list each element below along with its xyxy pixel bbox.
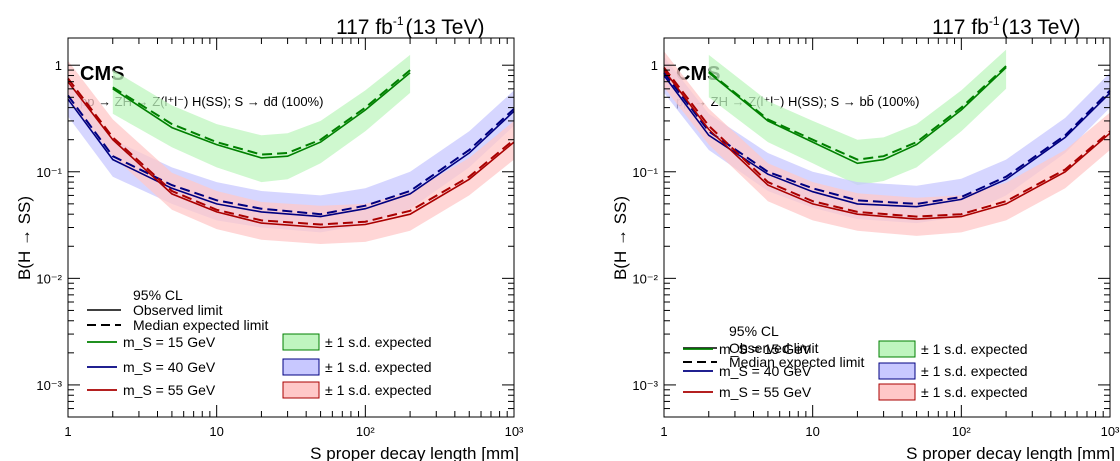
band-ms-2: [664, 51, 1110, 236]
legend-band-label-ms-1: ± 1 s.d. expected: [325, 359, 432, 375]
legend-label-ms-0: m_S = 15 GeV: [123, 334, 216, 350]
mass-legend: m_S = 15 GeV ± 1 s.d. expected m_S = 40 Ge…: [87, 333, 432, 399]
legend-label-ms-2: m_S = 55 GeV: [719, 384, 812, 400]
legend-band-label-ms-0: ± 1 s.d. expected: [921, 341, 1028, 357]
observed-line-ms-2: [67, 81, 515, 229]
mass-legend: m_S = 15 GeV ± 1 s.d. expected m_S = 40 Ge…: [683, 340, 1028, 401]
band-ms-2: [68, 60, 514, 244]
legend-band-swatch-ms-0: [878, 340, 916, 358]
x-tick-label: 1: [64, 424, 71, 439]
x-tick-label: 10: [209, 424, 223, 439]
right-plot-panel: 117 fb-1(13 TeV) CMS pp → ZH → Z(l⁺l⁻) H…: [611, 14, 1120, 461]
legend-band-swatch-ms-1: [878, 362, 916, 380]
legend-label-ms-2: m_S = 55 GeV: [123, 382, 216, 398]
x-tick-label: 10: [805, 424, 819, 439]
legend-observed-label: Observed limit: [133, 302, 223, 318]
observed-line-ms-1: [67, 98, 515, 218]
legend-label-ms-1: m_S = 40 GeV: [719, 363, 812, 379]
y-tick-label: 10⁻³: [36, 378, 62, 393]
legend-band-swatch-ms-2: [878, 383, 916, 401]
y-axis-label: B(H → SS): [611, 196, 630, 280]
y-tick-label: 10⁻²: [632, 271, 658, 286]
legend-observed-label: Observed limit: [729, 340, 819, 356]
x-tick-label: 10³: [1101, 424, 1120, 439]
plot-area: 1 10 10² 10³ 10⁻³ 10⁻² 10⁻¹ 1: [36, 37, 524, 439]
band-ms-0: [112, 54, 411, 183]
expected-line-ms-0: [708, 65, 1007, 161]
y-tick-label: 1: [651, 58, 658, 73]
expected-line-ms-2: [663, 66, 1111, 218]
legend-band-swatch-ms-2: [282, 381, 320, 399]
legend-expected-label: Median expected limit: [133, 317, 269, 333]
y-axis-label: B(H → SS): [15, 196, 34, 280]
observed-line-ms-0: [112, 72, 411, 159]
legend-band-label-ms-2: ± 1 s.d. expected: [921, 384, 1028, 400]
x-tick-label: 10²: [356, 424, 375, 439]
expected-line-ms-2: [67, 77, 515, 226]
expected-line-ms-1: [663, 72, 1111, 205]
expected-line-ms-1: [67, 94, 515, 216]
y-tick-label: 10⁻¹: [36, 165, 62, 180]
plot-area: 1 10 10² 10³ 10⁻³ 10⁻² 10⁻¹ 1: [632, 37, 1120, 439]
x-tick-label: 1: [660, 424, 667, 439]
legend-band-label-ms-2: ± 1 s.d. expected: [325, 382, 432, 398]
legend-label-ms-1: m_S = 40 GeV: [123, 359, 216, 375]
legend-label-ms-0: m_S = 15 GeV: [719, 341, 812, 357]
y-tick-label: 10⁻¹: [632, 165, 658, 180]
y-tick-label: 10⁻²: [36, 271, 62, 286]
legend-expected-label: Median expected limit: [729, 354, 865, 370]
legend: 95% CL Observed limit Median expected li…: [87, 287, 432, 399]
legend: 95% CL Observed limit Median expected li…: [683, 323, 1028, 401]
x-axis-label: S proper decay length [mm]: [310, 444, 519, 461]
legend-title: 95% CL: [729, 323, 779, 339]
legend-band-swatch-ms-0: [282, 333, 320, 351]
band-ms-0: [708, 49, 1007, 186]
x-tick-label: 10²: [952, 424, 971, 439]
x-tick-label: 10³: [505, 424, 524, 439]
legend-band-label-ms-0: ± 1 s.d. expected: [325, 334, 432, 350]
observed-line-ms-0: [708, 67, 1007, 165]
expected-line-ms-0: [112, 69, 411, 156]
legend-band-swatch-ms-1: [282, 358, 320, 376]
legend-title: 95% CL: [133, 287, 183, 303]
observed-line-ms-2: [663, 69, 1111, 220]
left-plot-panel: 117 fb-1(13 TeV) CMS pp → ZH → Z(l⁺l⁻) H…: [15, 14, 524, 461]
x-axis-label: S proper decay length [mm]: [906, 444, 1115, 461]
legend-band-label-ms-1: ± 1 s.d. expected: [921, 363, 1028, 379]
y-tick-label: 1: [55, 58, 62, 73]
lumi-label: 117 fb-1(13 TeV): [932, 14, 1081, 39]
lumi-label: 117 fb-1(13 TeV): [336, 14, 485, 39]
y-tick-label: 10⁻³: [632, 378, 658, 393]
